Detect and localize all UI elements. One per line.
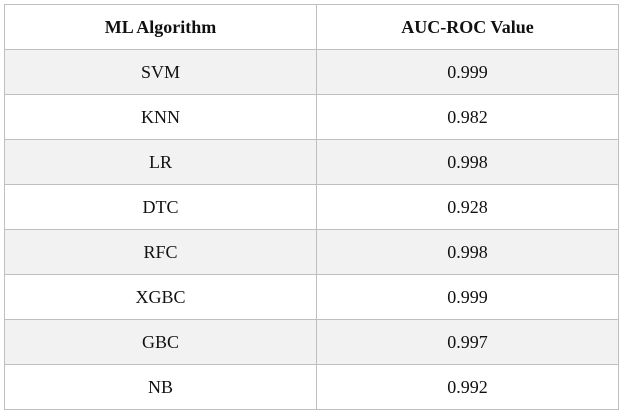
algorithm-cell: XGBC xyxy=(4,274,317,320)
table-row: DTC 0.928 xyxy=(4,184,619,230)
algorithm-cell: NB xyxy=(4,364,317,410)
algorithm-cell: RFC xyxy=(4,229,317,275)
algorithm-cell: SVM xyxy=(4,49,317,95)
header-cell: ML Algorithm xyxy=(4,4,317,50)
algorithm-cell: GBC xyxy=(4,319,317,365)
table-row: RFC 0.998 xyxy=(4,229,619,275)
value-cell: 0.998 xyxy=(316,229,619,275)
table-row: XGBC 0.999 xyxy=(4,274,619,320)
value-cell: 0.928 xyxy=(316,184,619,230)
header-cell: AUC-ROC Value xyxy=(316,4,619,50)
algorithm-cell: LR xyxy=(4,139,317,185)
table-row: LR 0.998 xyxy=(4,139,619,185)
table-row: SVM 0.999 xyxy=(4,49,619,95)
algorithm-cell: KNN xyxy=(4,94,317,140)
table-row: NB 0.992 xyxy=(4,364,619,410)
header-row: ML Algorithm AUC-ROC Value xyxy=(4,4,619,50)
table-body: SVM 0.999 KNN 0.982 LR 0.998 DTC 0.928 RFC 0.998 X… xyxy=(4,49,619,410)
value-cell: 0.999 xyxy=(316,49,619,95)
value-cell: 0.998 xyxy=(316,139,619,185)
value-cell: 0.982 xyxy=(316,94,619,140)
table-header: ML Algorithm AUC-ROC Value xyxy=(4,4,619,50)
table-row: GBC 0.997 xyxy=(4,319,619,365)
value-cell: 0.997 xyxy=(316,319,619,365)
table-row: KNN 0.982 xyxy=(4,94,619,140)
results-table: ML Algorithm AUC-ROC Value SVM 0.999 KNN 0.… xyxy=(4,4,619,410)
value-cell: 0.999 xyxy=(316,274,619,320)
value-cell: 0.992 xyxy=(316,364,619,410)
algorithm-cell: DTC xyxy=(4,184,317,230)
